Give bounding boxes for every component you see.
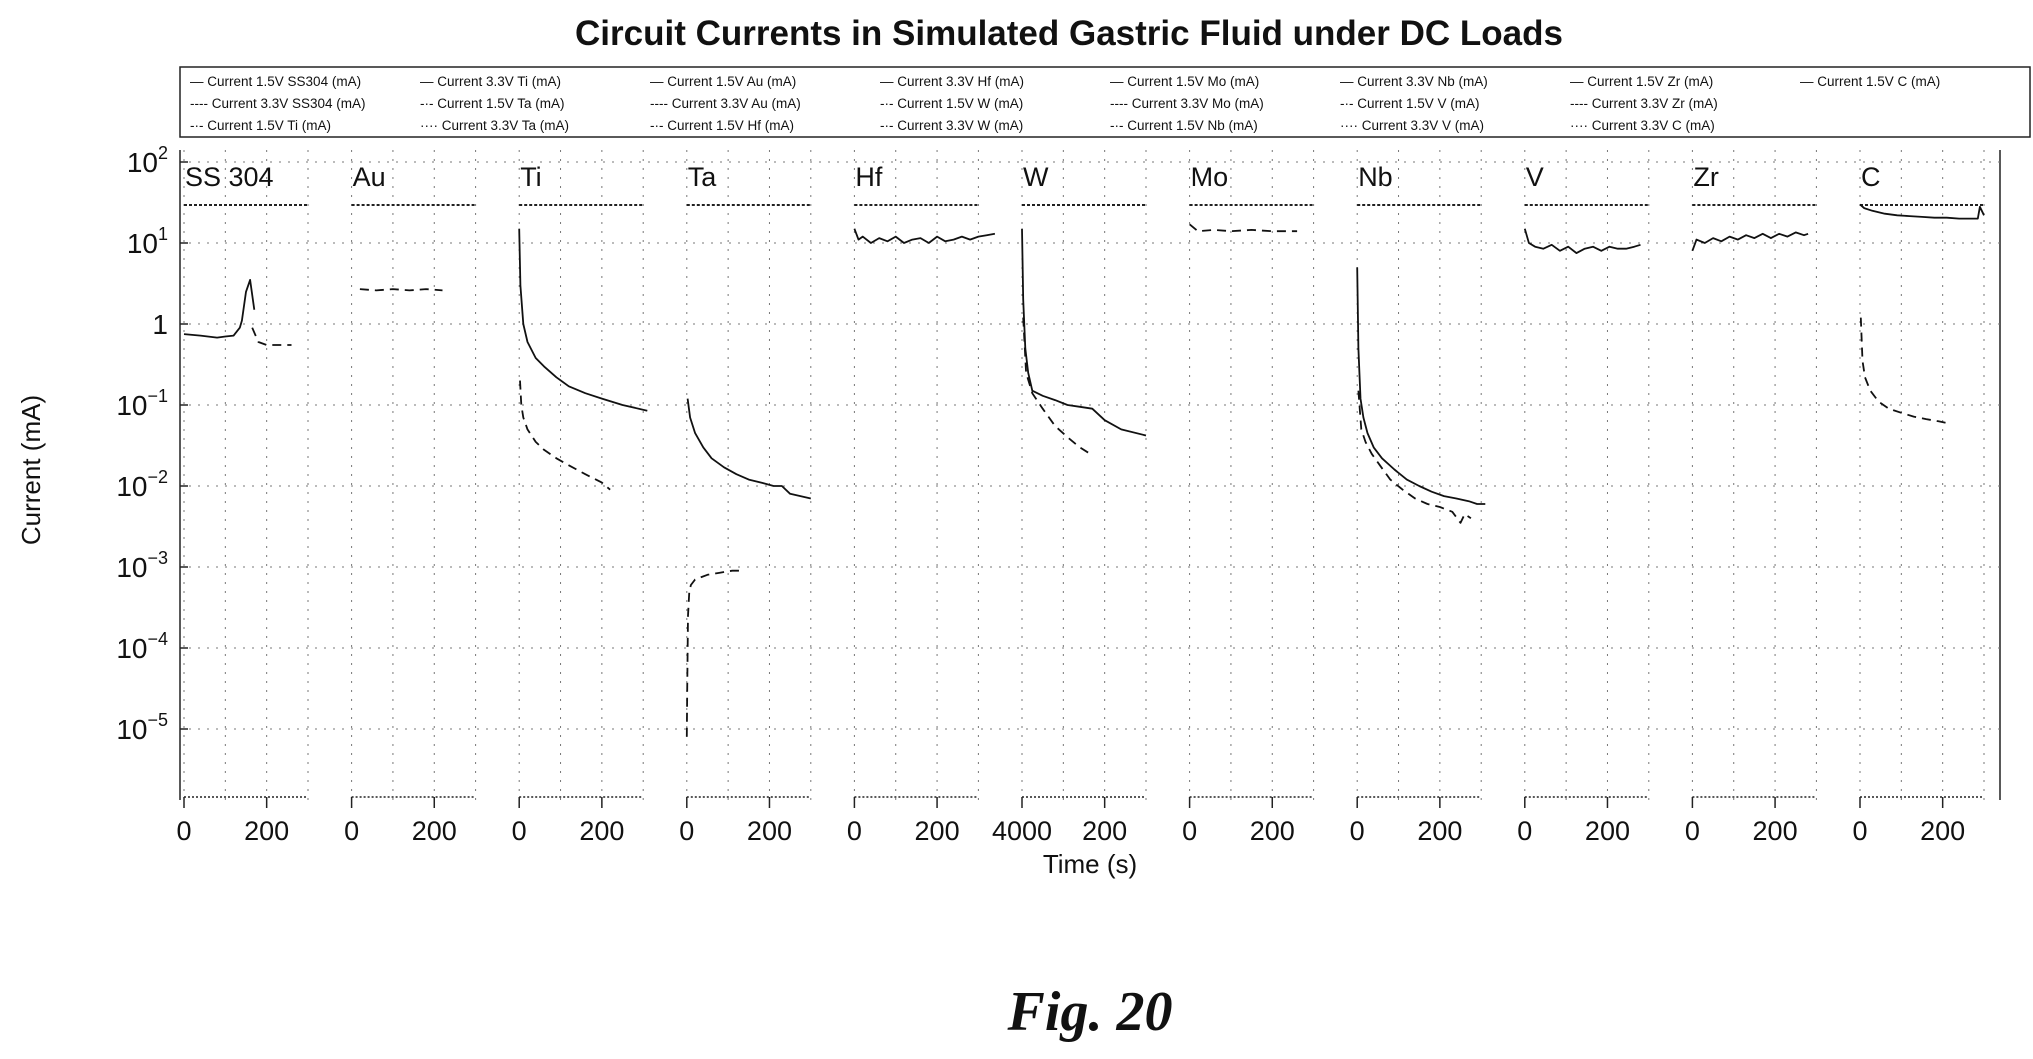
- series-dashed-line: [1357, 390, 1472, 524]
- panel-label: Au: [353, 162, 386, 192]
- panel-hf: Hf 0 200: [847, 150, 996, 846]
- legend-entry: ···· Current 3.3V V (mA): [1340, 118, 1484, 133]
- legend-entry: — Current 3.3V Ti (mA): [420, 74, 561, 89]
- legend-entry: ---- Current 3.3V Au (mA): [650, 96, 801, 111]
- panel-label: C: [1861, 162, 1881, 192]
- x-tick-label: 200: [1082, 816, 1127, 846]
- panel-nb: Nb 0 200: [1350, 150, 1486, 846]
- legend-entry: ···· Current 3.3V C (mA): [1570, 118, 1715, 133]
- series-dashed-line: [359, 288, 443, 292]
- panel-label: V: [1526, 162, 1544, 192]
- x-tick-label: 200: [747, 816, 792, 846]
- legend-entry: ---- Current 3.3V SS304 (mA): [190, 96, 366, 111]
- legend-entry: -·- Current 1.5V Ti (mA): [190, 118, 331, 133]
- legend-entry: — Current 3.3V Hf (mA): [880, 74, 1024, 89]
- legend-entry: -·- Current 1.5V Hf (mA): [650, 118, 794, 133]
- x-tick-label: 200: [1250, 816, 1295, 846]
- series-solid-line: [518, 228, 648, 412]
- series-dashed-line: [1189, 223, 1298, 233]
- legend-entry: -·- Current 3.3V W (mA): [880, 118, 1023, 133]
- x-tick-label: 0: [176, 816, 191, 846]
- panel-label: W: [1023, 162, 1049, 192]
- panel-ss304: SS 304 0 200: [176, 150, 309, 846]
- chart-title: Circuit Currents in Simulated Gastric Fl…: [575, 14, 1563, 53]
- legend-entry: -·- Current 1.5V Nb (mA): [1110, 118, 1258, 133]
- legend-entry: — Current 1.5V SS304 (mA): [190, 74, 361, 89]
- series-solid-line: [1859, 203, 1985, 220]
- panel-label: Ti: [520, 162, 542, 192]
- x-tick-label: 200: [244, 816, 289, 846]
- x-tick-label: 0: [1852, 816, 1867, 846]
- legend-entry: — Current 1.5V C (mA): [1800, 74, 1940, 89]
- panel-label: SS 304: [185, 162, 274, 192]
- x-tick-label: 200: [412, 816, 457, 846]
- x-axis-label: Time (s): [1043, 849, 1137, 879]
- x-tick-label: 0: [679, 816, 694, 846]
- x-tick-label: 0: [512, 816, 527, 846]
- panel-label: Mo: [1191, 162, 1229, 192]
- panel-c: C 0 200: [1852, 150, 1985, 846]
- panel-ti: Ti 0 200: [512, 150, 648, 846]
- legend-entry: -·- Current 1.5V W (mA): [880, 96, 1023, 111]
- panel-au: Au 0 200: [344, 150, 477, 846]
- legend-box: [179, 66, 2031, 138]
- series-dashed-line: [685, 569, 745, 737]
- series-solid-line: [853, 228, 996, 244]
- panel-label: Hf: [855, 162, 882, 192]
- legend-entry: ---- Current 3.3V Zr (mA): [1570, 96, 1718, 111]
- legend-entry: — Current 1.5V Au (mA): [650, 74, 796, 89]
- panel-label: Ta: [688, 162, 718, 192]
- chart-panels: SS 304 0 200 Au 0 200 Ti 0 200 Ta 0 200 Hf 0 200 W 4000 2…: [176, 150, 1985, 846]
- x-tick-label: 0: [1517, 816, 1532, 846]
- panel-label: Nb: [1358, 162, 1393, 192]
- x-tick-label: 200: [1417, 816, 1462, 846]
- x-tick-label: 0: [1182, 816, 1197, 846]
- legend-entry: — Current 1.5V Mo (mA): [1110, 74, 1259, 89]
- series-dashed-line: [519, 380, 611, 491]
- x-tick-label: 0: [847, 816, 862, 846]
- panel-label: Zr: [1693, 162, 1718, 192]
- series-solid-line: [1356, 267, 1486, 505]
- y-tick-label: 102: [127, 143, 168, 178]
- legend-entry: — Current 1.5V Zr (mA): [1570, 74, 1713, 89]
- x-tick-label: 0: [1350, 816, 1365, 846]
- y-tick-label: 1: [152, 309, 168, 340]
- legend-entry: -·- Current 1.5V V (mA): [1340, 96, 1480, 111]
- y-tick-label: 10−5: [116, 710, 168, 745]
- panel-ta: Ta 0 200: [679, 150, 812, 846]
- series-dashed-line: [1859, 317, 1947, 424]
- y-tick-label: 10−4: [116, 629, 168, 664]
- y-axis-label: Current (mA): [16, 395, 46, 545]
- series-dashed-line: [1022, 317, 1093, 456]
- x-tick-label: 200: [1920, 816, 1965, 846]
- series-solid-line: [1523, 228, 1641, 255]
- panel-v: V 0 200: [1517, 150, 1650, 846]
- x-tick-label: 200: [1753, 816, 1798, 846]
- x-tick-label: 200: [579, 816, 624, 846]
- figure-caption: Fig. 20: [1007, 981, 1173, 1043]
- x-tick-label: 0: [1685, 816, 1700, 846]
- panel-zr: Zr 0 200: [1685, 150, 1817, 846]
- x-tick-label: 200: [1585, 816, 1630, 846]
- series-solid-line: [183, 278, 256, 339]
- legend-entry: — Current 3.3V Nb (mA): [1340, 74, 1488, 89]
- y-tick-label: 10−3: [116, 548, 168, 583]
- panel-w: W 4000 200: [992, 150, 1147, 846]
- legend-entry: -·- Current 1.5V Ta (mA): [420, 96, 565, 111]
- legend-entry: ···· Current 3.3V Ta (mA): [420, 118, 569, 133]
- panel-mo: Mo 0 200: [1182, 150, 1315, 846]
- x-tick-label: 4000: [992, 816, 1052, 846]
- y-tick-label: 10−1: [116, 386, 168, 421]
- legend: — Current 1.5V SS304 (mA) ---- Current 3.…: [179, 66, 2031, 138]
- y-tick-label: 101: [127, 224, 168, 259]
- axes: 102 101 1 10−1 10−2 10−3 10−4 10−5: [116, 143, 2001, 800]
- y-tick-label: 10−2: [116, 467, 168, 502]
- x-tick-label: 0: [344, 816, 359, 846]
- legend-entry: ---- Current 3.3V Mo (mA): [1110, 96, 1264, 111]
- series-solid-line: [1691, 231, 1809, 252]
- series-dashed-line: [251, 327, 292, 346]
- series-solid-line: [686, 398, 811, 500]
- x-tick-label: 200: [915, 816, 960, 846]
